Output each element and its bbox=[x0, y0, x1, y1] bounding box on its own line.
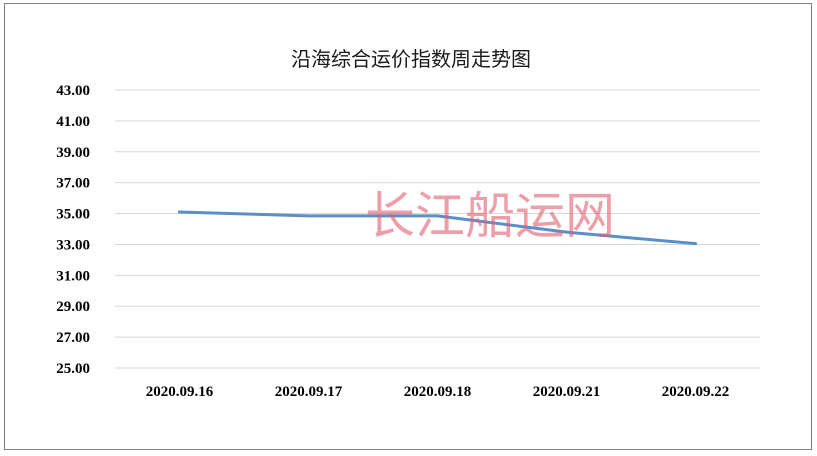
x-axis-ticks: 2020.09.16 2020.09.17 2020.09.18 2020.09.21… bbox=[146, 384, 730, 400]
y-tick-label: 35.00 bbox=[56, 207, 90, 223]
y-tick-label: 31.00 bbox=[56, 268, 90, 284]
y-tick-label: 37.00 bbox=[56, 176, 90, 192]
gridlines bbox=[115, 89, 760, 369]
y-tick-label: 39.00 bbox=[56, 145, 90, 161]
x-tick-label: 2020.09.18 bbox=[404, 384, 472, 400]
data-point bbox=[694, 242, 697, 246]
y-axis-ticks: 25.00 27.00 29.00 31.00 33.00 35.00 37.00 39.00… bbox=[56, 83, 90, 377]
y-tick-label: 33.00 bbox=[56, 237, 90, 253]
data-point bbox=[436, 214, 439, 218]
chart-frame bbox=[4, 3, 812, 450]
x-tick-label: 2020.09.21 bbox=[533, 384, 601, 400]
watermark-text: 长江船运网 bbox=[365, 187, 615, 245]
data-point bbox=[178, 210, 181, 214]
x-tick-label: 2020.09.16 bbox=[146, 384, 214, 400]
y-tick-label: 27.00 bbox=[56, 330, 90, 346]
x-tick-label: 2020.09.17 bbox=[275, 384, 343, 400]
y-tick-label: 25.00 bbox=[56, 361, 90, 377]
y-tick-label: 43.00 bbox=[56, 83, 90, 99]
x-tick-label: 2020.09.22 bbox=[662, 384, 730, 400]
chart-title: 沿海综合运价指数周走势图 bbox=[291, 47, 531, 71]
data-point bbox=[565, 230, 568, 234]
y-tick-label: 29.00 bbox=[56, 299, 90, 315]
y-tick-label: 41.00 bbox=[56, 114, 90, 130]
data-point bbox=[307, 214, 310, 218]
series-group bbox=[178, 210, 697, 246]
